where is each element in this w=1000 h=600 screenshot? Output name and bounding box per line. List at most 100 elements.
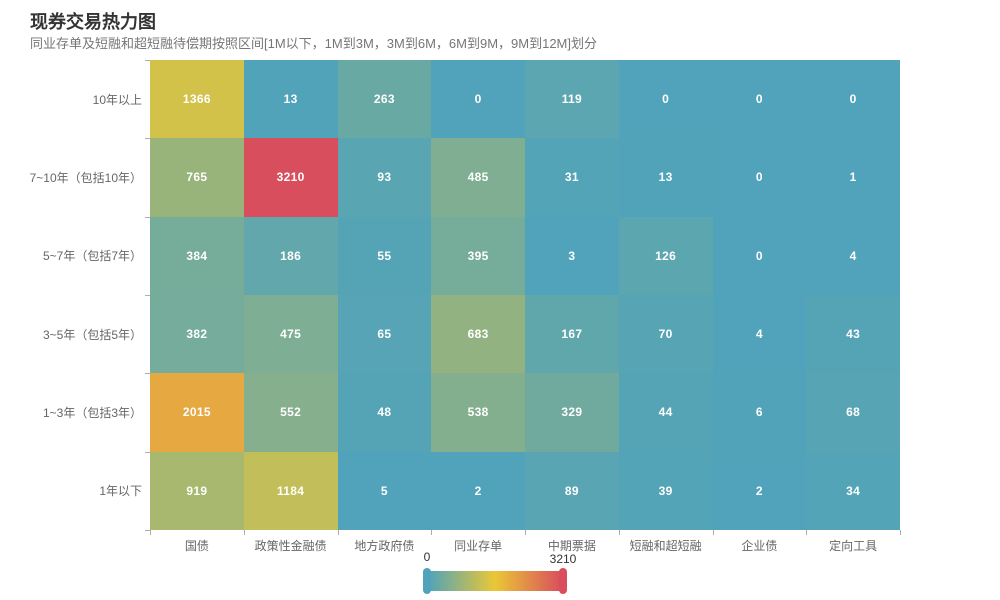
- cell-value-label: 0: [849, 92, 857, 107]
- heatmap-cell[interactable]: 186: [243, 216, 338, 295]
- cell-value-label: 2: [755, 483, 763, 498]
- heatmap-cell[interactable]: 4: [712, 295, 807, 374]
- x-axis-tick: [243, 530, 245, 535]
- x-axis-label: 政策性金融债: [254, 539, 327, 553]
- cell-value-label: 329: [561, 405, 583, 420]
- x-axis-label: 企业债: [741, 539, 778, 553]
- y-axis-label: 7~10年（包括10年）: [29, 170, 142, 185]
- cell-value-label: 31: [564, 170, 579, 185]
- heatmap-cell[interactable]: 34: [806, 451, 900, 530]
- cell-value-label: 89: [564, 483, 579, 498]
- heatmap-cell[interactable]: 0: [618, 60, 713, 139]
- y-axis-tick: [145, 60, 150, 61]
- heatmap-cell[interactable]: 683: [431, 295, 525, 374]
- heatmap-cell[interactable]: 5: [337, 451, 432, 530]
- heatmap-cell[interactable]: 39: [618, 451, 713, 530]
- cell-value-label: 1184: [277, 483, 305, 498]
- cell-value-label: 1366: [182, 92, 211, 107]
- cell-value-label: 13: [658, 170, 673, 185]
- heatmap-cell[interactable]: 0: [806, 60, 900, 139]
- x-axis-label: 同业存单: [454, 539, 503, 553]
- heatmap-cell[interactable]: 0: [712, 138, 807, 217]
- heatmap-cell[interactable]: 13: [618, 138, 713, 217]
- cell-value-label: 119: [561, 92, 582, 107]
- heatmap-cell[interactable]: 329: [525, 373, 619, 452]
- cell-value-label: 2015: [182, 405, 211, 420]
- cell-value-label: 538: [467, 405, 489, 420]
- cell-value-label: 48: [377, 405, 392, 420]
- cell-value-label: 382: [186, 327, 208, 342]
- heatmap-cell[interactable]: 167: [525, 295, 619, 374]
- heatmap-cell[interactable]: 0: [431, 60, 525, 139]
- heatmap-cell[interactable]: 3: [525, 216, 619, 295]
- heatmap-cell[interactable]: 44: [618, 373, 713, 452]
- cell-value-label: 552: [280, 405, 302, 420]
- heatmap-cell[interactable]: 1: [806, 138, 900, 217]
- cell-value-label: 6: [755, 405, 763, 420]
- heatmap-cell[interactable]: 119: [525, 60, 619, 139]
- cell-value-label: 43: [846, 327, 861, 342]
- cell-value-label: 70: [658, 327, 673, 342]
- x-axis-label: 地方政府债: [354, 539, 415, 553]
- cell-value-label: 485: [467, 170, 489, 185]
- heatmap-cell[interactable]: 89: [525, 451, 619, 530]
- y-axis-tick: [145, 216, 150, 218]
- heatmap-cell[interactable]: 43: [806, 295, 900, 374]
- heatmap-cell[interactable]: 13: [243, 60, 338, 139]
- heatmap-cell[interactable]: 126: [618, 216, 713, 295]
- heatmap-cell[interactable]: 1366: [150, 60, 244, 139]
- cell-value-label: 765: [186, 170, 208, 185]
- cell-value-label: 4: [755, 327, 763, 342]
- cell-value-label: 167: [561, 327, 583, 342]
- heatmap-cell[interactable]: 1184: [243, 451, 338, 530]
- x-axis-label: 中期票据: [547, 539, 596, 553]
- heatmap-cell[interactable]: 2: [712, 451, 807, 530]
- cell-value-label: 1: [849, 170, 857, 185]
- heatmap-cell[interactable]: 70: [618, 295, 713, 374]
- y-axis-label: 1年以下: [99, 484, 142, 499]
- cell-value-label: 0: [755, 248, 763, 263]
- heatmap-cell[interactable]: 485: [431, 138, 525, 217]
- heatmap-cell[interactable]: 0: [712, 216, 807, 295]
- cell-value-label: 3210: [276, 170, 305, 185]
- heatmap-cell[interactable]: 4: [806, 216, 900, 295]
- cell-value-label: 4: [849, 248, 857, 263]
- visualmap-gradient-bar[interactable]: [428, 571, 562, 591]
- heatmap-cell[interactable]: 0: [712, 60, 807, 139]
- heatmap-cell[interactable]: 31: [525, 138, 619, 217]
- heatmap-cell[interactable]: 93: [337, 138, 432, 217]
- x-axis-tick: [431, 530, 433, 535]
- heatmap-cell[interactable]: 475: [243, 295, 338, 374]
- heatmap-cell[interactable]: 2015: [150, 373, 244, 452]
- cell-value-label: 919: [186, 483, 208, 498]
- heatmap-cell[interactable]: 382: [150, 295, 244, 374]
- heatmap-cell[interactable]: 395: [431, 216, 525, 295]
- heatmap-cell[interactable]: 65: [337, 295, 432, 374]
- heatmap-cell[interactable]: 68: [806, 373, 900, 452]
- cell-value-label: 2: [474, 483, 482, 498]
- heatmap-cell[interactable]: 919: [150, 451, 244, 530]
- cell-value-label: 68: [846, 405, 861, 420]
- heatmap-cell[interactable]: 552: [243, 373, 338, 452]
- x-axis-tick: [525, 530, 526, 535]
- heatmap-cell[interactable]: 384: [150, 216, 244, 295]
- y-axis-tick: [145, 295, 150, 296]
- chart-title: 现券交易热力图: [30, 12, 156, 32]
- heatmap-cell[interactable]: 263: [337, 60, 432, 139]
- chart-subtitle: 同业存单及短融和超短融待偿期按照区间[1M以下，1M到3M，3M到6M，6M到9…: [30, 36, 597, 51]
- heatmap-cell[interactable]: 48: [337, 373, 432, 452]
- heatmap-cell[interactable]: 2: [431, 451, 525, 530]
- cell-value-label: 475: [280, 327, 302, 342]
- heatmap-cell[interactable]: 55: [337, 216, 432, 295]
- cell-value-label: 34: [846, 483, 861, 498]
- cell-value-label: 384: [186, 248, 208, 263]
- heatmap-cell[interactable]: 6: [712, 373, 807, 452]
- y-axis-tick: [145, 138, 150, 140]
- heatmap-cell[interactable]: 765: [150, 138, 244, 217]
- heatmap-cell[interactable]: 3210: [243, 138, 338, 217]
- heatmap-cell[interactable]: 538: [431, 373, 525, 452]
- x-axis-tick: [806, 530, 808, 535]
- visualmap-max-handle[interactable]: [559, 568, 567, 594]
- visualmap-min-handle[interactable]: [423, 568, 431, 594]
- cell-value-label: 0: [662, 92, 670, 107]
